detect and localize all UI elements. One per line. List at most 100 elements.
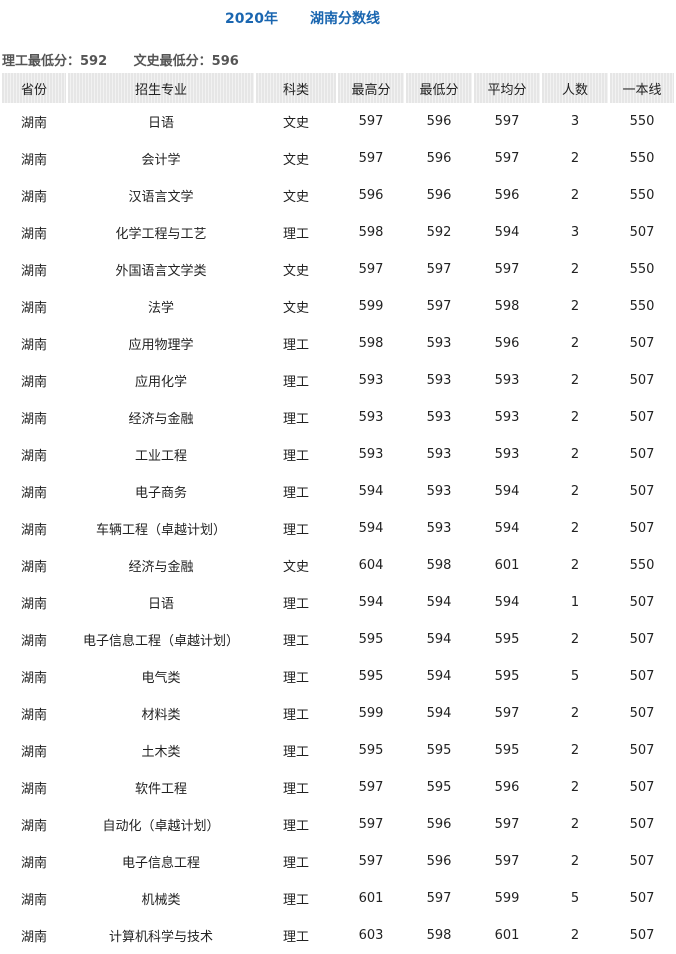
table-cell: 湖南 — [20, 597, 47, 612]
table-cell: 理工 — [282, 227, 309, 242]
table-cell: 592 — [426, 225, 452, 240]
table-cell: 2 — [570, 521, 580, 536]
table-cell: 经济与金融 — [128, 412, 194, 427]
table-cell: 597 — [358, 114, 384, 129]
table-cell: 文史 — [282, 190, 309, 205]
table-cell: 3 — [570, 114, 580, 129]
table-cell: 湖南 — [20, 375, 47, 390]
table-row: 湖南 材料类 理工 599 594 597 2 507 — [2, 695, 674, 732]
table-cell: 597 — [426, 299, 452, 314]
table-cell: 596 — [426, 188, 452, 203]
table-cell: 597 — [494, 817, 520, 832]
table-cell: 2 — [570, 336, 580, 351]
table-cell: 2 — [570, 151, 580, 166]
table-cell: 湖南 — [20, 486, 47, 501]
science-min-score: 理工最低分：592 — [2, 54, 108, 69]
table-cell: 597 — [358, 854, 384, 869]
table-cell: 593 — [494, 373, 520, 388]
table-cell: 596 — [426, 114, 452, 129]
table-cell: 507 — [629, 336, 655, 351]
column-header: 最低分 — [406, 73, 472, 103]
table-cell: 理工 — [282, 671, 309, 686]
table-cell: 507 — [629, 854, 655, 869]
table-header: 省份 招生专业 科类 最高分 最低分 平均分 人数 一本线 — [2, 73, 674, 103]
table-cell: 594 — [494, 225, 520, 240]
table-cell: 2 — [570, 632, 580, 647]
column-header: 最高分 — [338, 73, 404, 103]
table-row: 湖南 经济与金融 文史 604 598 601 2 550 — [2, 547, 674, 584]
table-cell: 2 — [570, 558, 580, 573]
table-cell: 550 — [629, 151, 655, 166]
table-cell: 507 — [629, 484, 655, 499]
table-row: 湖南 法学 文史 599 597 598 2 550 — [2, 288, 674, 325]
table-cell: 598 — [358, 336, 384, 351]
table-cell: 550 — [629, 558, 655, 573]
table-row: 湖南 自动化（卓越计划） 理工 597 596 597 2 507 — [2, 806, 674, 843]
table-cell: 湖南 — [20, 116, 47, 131]
table-cell: 5 — [570, 669, 580, 684]
table-row: 湖南 电子信息工程 理工 597 596 597 2 507 — [2, 843, 674, 880]
table-cell: 理工 — [282, 930, 309, 945]
table-cell: 597 — [358, 262, 384, 277]
table-cell: 2 — [570, 410, 580, 425]
table-cell: 自动化（卓越计划） — [102, 819, 220, 834]
table-cell: 593 — [426, 373, 452, 388]
table-row: 湖南 应用化学 理工 593 593 593 2 507 — [2, 362, 674, 399]
table-cell: 597 — [426, 891, 452, 906]
table-cell: 595 — [358, 743, 384, 758]
table-cell: 507 — [629, 669, 655, 684]
column-header: 科类 — [256, 73, 336, 103]
table-row: 湖南 电子信息工程（卓越计划） 理工 595 594 595 2 507 — [2, 621, 674, 658]
table-cell: 593 — [426, 521, 452, 536]
page-title: 2020年 湖南分数线 — [0, 8, 676, 28]
table-cell: 湖南 — [20, 893, 47, 908]
table-cell: 2 — [570, 447, 580, 462]
table-cell: 550 — [629, 188, 655, 203]
table-cell: 595 — [494, 632, 520, 647]
table-cell: 599 — [358, 706, 384, 721]
table-cell: 电气类 — [141, 671, 181, 686]
table-cell: 工业工程 — [134, 449, 187, 464]
column-header: 人数 — [542, 73, 608, 103]
table-cell: 597 — [494, 151, 520, 166]
table-cell: 文史 — [282, 560, 309, 575]
table-cell: 601 — [358, 891, 384, 906]
table-cell: 土木类 — [141, 745, 181, 760]
table-cell: 2 — [570, 373, 580, 388]
table-cell: 507 — [629, 632, 655, 647]
column-header: 一本线 — [610, 73, 674, 103]
table-cell: 593 — [358, 410, 384, 425]
table-row: 湖南 外国语言文学类 文史 597 597 597 2 550 — [2, 251, 674, 288]
table-cell: 2 — [570, 780, 580, 795]
table-cell: 电子信息工程（卓越计划） — [82, 634, 239, 649]
table-cell: 2 — [570, 262, 580, 277]
table-cell: 2 — [570, 817, 580, 832]
table-row: 湖南 计算机科学与技术 理工 603 598 601 2 507 — [2, 917, 674, 954]
table-cell: 597 — [494, 262, 520, 277]
table-cell: 理工 — [282, 856, 309, 871]
table-cell: 594 — [494, 484, 520, 499]
table-cell: 外国语言文学类 — [115, 264, 207, 279]
table-row: 湖南 日语 文史 597 596 597 3 550 — [2, 103, 674, 140]
table-cell: 理工 — [282, 634, 309, 649]
table-cell: 法学 — [147, 301, 174, 316]
table-row: 湖南 汉语言文学 文史 596 596 596 2 550 — [2, 177, 674, 214]
table-cell: 596 — [494, 336, 520, 351]
table-cell: 理工 — [282, 338, 309, 353]
table-cell: 601 — [494, 558, 520, 573]
summary: 理工最低分：592 文史最低分：596 — [2, 50, 261, 69]
table-cell: 594 — [494, 521, 520, 536]
arts-min-score: 文史最低分：596 — [133, 54, 239, 69]
title-year: 2020年 — [225, 11, 278, 27]
table-cell: 593 — [426, 336, 452, 351]
table-cell: 507 — [629, 521, 655, 536]
table-cell: 理工 — [282, 523, 309, 538]
table-cell: 507 — [629, 780, 655, 795]
table-cell: 593 — [426, 410, 452, 425]
table-cell: 湖南 — [20, 782, 47, 797]
table-cell: 601 — [494, 928, 520, 943]
table-cell: 计算机科学与技术 — [108, 930, 213, 945]
table-cell: 594 — [426, 632, 452, 647]
table-cell: 文史 — [282, 301, 309, 316]
table-cell: 594 — [358, 521, 384, 536]
